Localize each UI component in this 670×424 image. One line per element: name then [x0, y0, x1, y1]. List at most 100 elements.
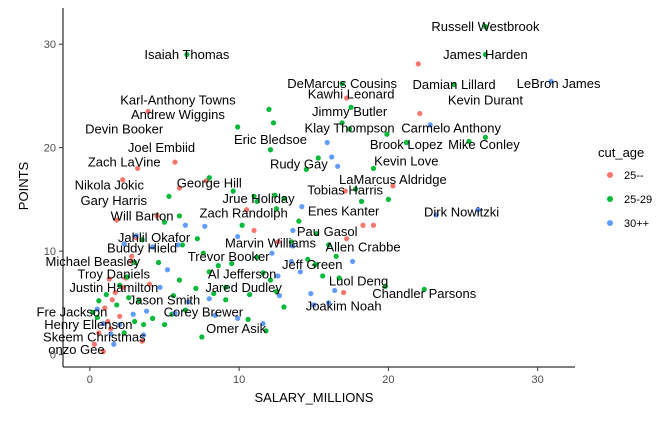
data-point [297, 269, 303, 275]
data-point [276, 293, 283, 299]
player-label: Enes Kanter [308, 203, 380, 218]
player-label: Buddy Hield [107, 241, 177, 256]
data-point [466, 138, 472, 145]
player-label: Marvin Williams [225, 235, 317, 250]
player-label: Jahlil Okafor [118, 230, 191, 245]
legend-marker [607, 220, 613, 226]
player-label: Joakim Noah [306, 298, 382, 313]
data-point [121, 241, 127, 247]
data-point [482, 51, 489, 58]
data-point [100, 348, 106, 355]
data-point [230, 188, 236, 194]
data-point [352, 186, 359, 192]
legend: cut_age 25-- 25-29 30++ [598, 145, 652, 230]
data-point [312, 261, 318, 268]
player-label: Jimmy Butler [312, 104, 388, 119]
data-point [129, 253, 135, 259]
data-point [341, 289, 347, 296]
data-point [161, 321, 168, 328]
data-point [415, 61, 421, 67]
player-label: Corey Brewer [164, 305, 244, 320]
data-point [360, 222, 366, 228]
data-point [267, 147, 274, 153]
data-point [281, 304, 287, 310]
y-tick-label: 30 [44, 39, 56, 51]
player-labels-layer: Russell Westbrook Isaiah Thomas James Hard… [37, 19, 601, 357]
data-point [139, 338, 145, 344]
data-point [141, 332, 147, 338]
data-point [109, 297, 115, 303]
player-label: Jason Smith [129, 292, 201, 307]
data-point [281, 195, 287, 201]
data-point [320, 273, 326, 279]
player-label: Allen Crabbe [325, 239, 400, 254]
data-point [288, 239, 294, 245]
data-point [254, 254, 260, 260]
data-point [370, 222, 377, 228]
data-point [339, 80, 345, 87]
data-point [254, 198, 260, 205]
player-label: George Hill [177, 175, 242, 190]
player-label: Carmelo Anthony [401, 121, 501, 136]
data-point [133, 233, 139, 239]
player-label: LeBron James [517, 76, 601, 91]
data-point [451, 81, 457, 88]
player-label: Karl-Anthony Towns [120, 93, 236, 108]
player-label: Brook Lopez [370, 137, 443, 152]
data-point [251, 227, 257, 234]
data-point [111, 341, 117, 347]
data-point [273, 206, 280, 212]
player-label: Justin Hamilton [69, 280, 158, 295]
data-point [172, 310, 178, 316]
data-point [100, 320, 106, 327]
player-label: Pau Gasol [297, 224, 358, 239]
y-axis-title: POINTS [16, 161, 31, 210]
data-point [179, 242, 186, 248]
data-point [344, 95, 350, 101]
player-label: Russell Westbrook [431, 19, 540, 34]
data-point [206, 296, 212, 302]
data-point [390, 183, 396, 189]
legend-label: 25-29 [624, 194, 652, 206]
player-label: James Harden [443, 47, 528, 62]
data-point [421, 286, 427, 293]
data-point [172, 159, 178, 165]
data-point [206, 269, 212, 275]
data-point [105, 318, 111, 325]
x-tick-label: 0 [87, 374, 93, 386]
data-point [347, 126, 353, 132]
player-label: Jrue Holiday [222, 191, 295, 206]
player-label: Trevor Booker [188, 249, 271, 264]
player-label: Jeff Green [282, 257, 342, 272]
data-point [333, 253, 339, 259]
player-label: Troy Daniels [78, 266, 151, 281]
data-point [96, 298, 102, 304]
player-label: Isaiah Thomas [144, 47, 230, 62]
data-point [315, 155, 321, 161]
data-point [290, 227, 296, 234]
player-label: Zach LaVine [88, 155, 161, 170]
player-label: Nikola Jokic [75, 177, 145, 192]
player-label: Kevin Love [374, 154, 438, 169]
data-point [290, 243, 296, 249]
player-label: onzo Gee [48, 342, 104, 357]
data-point [349, 258, 356, 265]
player-label: DeMarcus Cousins [287, 76, 397, 91]
player-label: Mike Conley [448, 137, 520, 152]
data-point [108, 326, 114, 332]
data-point [344, 236, 350, 242]
data-point [139, 237, 145, 243]
data-point [267, 277, 274, 283]
player-label: Tobias Harris [307, 183, 383, 198]
x-tick-label: 30 [532, 374, 544, 386]
data-point [269, 250, 275, 256]
data-point [96, 330, 102, 336]
data-point [176, 185, 183, 191]
y-tick-label: 0 [50, 350, 56, 362]
data-point [288, 258, 294, 265]
player-label: Klay Thompson [305, 121, 395, 136]
data-point [303, 166, 309, 172]
data-point [348, 104, 354, 110]
player-label: Henry Ellenson [44, 317, 132, 332]
data-point [94, 306, 100, 312]
